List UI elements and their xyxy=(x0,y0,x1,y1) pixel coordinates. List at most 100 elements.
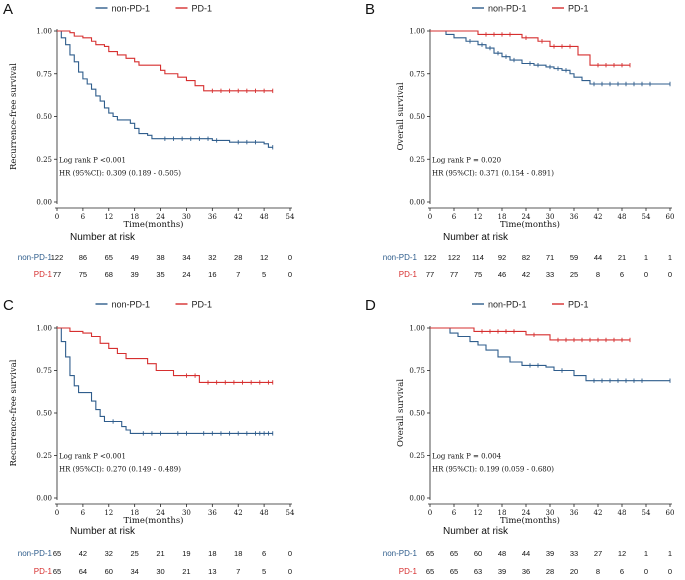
x-tick-label: 60 xyxy=(666,213,675,221)
survival-curve-non-pd-1 xyxy=(57,30,273,148)
risk-count: 39 xyxy=(130,270,138,279)
risk-count: 46 xyxy=(498,270,506,279)
risk-count: 65 xyxy=(450,567,458,576)
x-tick-label: 30 xyxy=(182,509,191,517)
risk-count: 60 xyxy=(105,567,113,576)
x-tick-label: 48 xyxy=(618,213,627,221)
x-tick-label: 42 xyxy=(594,213,603,221)
risk-count: 75 xyxy=(474,270,482,279)
y-tick-label: 0.00 xyxy=(36,199,52,207)
risk-count: 13 xyxy=(208,567,216,576)
risk-count: 0 xyxy=(668,270,672,279)
risk-count: 65 xyxy=(105,253,113,262)
risk-count: 65 xyxy=(53,549,61,558)
legend-label: PD-1 xyxy=(568,4,589,14)
risk-count: 44 xyxy=(522,549,530,558)
risk-count: 6 xyxy=(620,270,624,279)
x-tick-label: 36 xyxy=(570,509,579,517)
x-tick-label: 36 xyxy=(208,509,217,517)
km-plot-a: non-PD-1 PD-1 0.00 0.25 0.50 0.75 1.00 0 6 12 18 24… xyxy=(9,4,295,280)
risk-count: 36 xyxy=(522,567,530,576)
y-tick-label: 0.50 xyxy=(409,113,425,121)
risk-count: 0 xyxy=(668,567,672,576)
x-tick-label: 12 xyxy=(474,509,483,517)
risk-count: 21 xyxy=(156,549,164,558)
panel-d: D non-PD-1 PD-1 0.00 0.25 0.50 0.75 1.00 0 6 12 18… xyxy=(343,290,685,580)
x-tick-label: 48 xyxy=(260,213,269,221)
panel-letter: B xyxy=(365,1,376,18)
risk-count: 33 xyxy=(546,270,554,279)
x-tick-label: 18 xyxy=(130,509,139,517)
x-tick-label: 54 xyxy=(286,213,295,221)
risk-count: 32 xyxy=(208,253,216,262)
risk-count: 12 xyxy=(260,253,268,262)
x-tick-label: 6 xyxy=(452,509,457,517)
x-tick-label: 48 xyxy=(260,509,269,517)
risk-count: 48 xyxy=(498,549,506,558)
risk-table-title: Number at risk xyxy=(70,232,136,243)
y-tick-label: 0.25 xyxy=(36,452,52,460)
y-tick-label: 0.50 xyxy=(36,113,52,121)
risk-count: 65 xyxy=(426,549,434,558)
x-tick-label: 12 xyxy=(104,213,113,221)
risk-count: 49 xyxy=(130,253,138,262)
legend-label: non-PD-1 xyxy=(488,300,527,310)
survival-curve-pd-1 xyxy=(430,30,630,66)
panel-a: A non-PD-1 PD-1 0.00 0.25 0.50 0.75 1.00 0 6 12 18… xyxy=(0,0,342,290)
x-tick-label: 0 xyxy=(55,509,59,517)
risk-count: 34 xyxy=(130,567,138,576)
y-tick-label: 0.25 xyxy=(409,156,425,164)
risk-count: 32 xyxy=(105,549,113,558)
x-tick-label: 0 xyxy=(55,213,59,221)
risk-count: 0 xyxy=(644,567,648,576)
km-plot-b: non-PD-1 PD-10.000.250.500.751.000 6 12 18 24… xyxy=(383,4,675,280)
risk-count: 18 xyxy=(208,549,216,558)
y-tick-label: 0.75 xyxy=(36,70,52,78)
panel-c: C non-PD-1 PD-1 0.00 0.25 0.50 0.75 1.00 0 6 12 18… xyxy=(0,290,342,580)
risk-count: 28 xyxy=(234,253,242,262)
x-axis-label: Time(months) xyxy=(123,219,183,230)
y-axis-label: Overall survival xyxy=(396,379,406,447)
x-tick-label: 30 xyxy=(546,213,555,221)
x-axis-label: Time(months) xyxy=(500,515,560,526)
risk-count: 39 xyxy=(546,549,554,558)
risk-count: 18 xyxy=(234,549,242,558)
risk-count: 0 xyxy=(288,549,292,558)
risk-count: 6 xyxy=(620,567,624,576)
x-tick-label: 30 xyxy=(182,213,191,221)
panel-letter: C xyxy=(3,297,14,314)
legend-label: non-PD-1 xyxy=(112,300,151,310)
x-tick-label: 54 xyxy=(642,509,651,517)
risk-count: 71 xyxy=(546,253,554,262)
risk-count: 8 xyxy=(596,270,600,279)
logrank-annotation: Log rank P <0.001 xyxy=(59,156,126,164)
y-tick-label: 1.00 xyxy=(409,28,425,36)
risk-count: 122 xyxy=(51,253,64,262)
risk-count: 25 xyxy=(570,270,578,279)
x-tick-label: 24 xyxy=(522,213,531,221)
risk-count: 20 xyxy=(570,567,578,576)
x-tick-label: 12 xyxy=(474,213,483,221)
risk-count: 8 xyxy=(596,567,600,576)
x-tick-label: 0 xyxy=(428,213,432,221)
hr-annotation: HR (95%CI): 0.199 (0.059 - 0.680) xyxy=(432,466,554,474)
x-tick-label: 12 xyxy=(104,509,113,517)
logrank-annotation: Log rank P <0.001 xyxy=(59,453,126,461)
risk-group-label: PD-1 xyxy=(399,567,418,576)
x-tick-label: 42 xyxy=(234,509,243,517)
risk-group-label: non-PD-1 xyxy=(383,253,418,262)
x-tick-label: 18 xyxy=(498,213,507,221)
risk-count: 34 xyxy=(182,253,190,262)
risk-group-label: PD-1 xyxy=(34,270,53,279)
y-axis-label: Recurrence-free survival xyxy=(9,359,19,466)
legend-label: PD-1 xyxy=(568,300,589,310)
risk-count: 19 xyxy=(182,549,190,558)
risk-count: 42 xyxy=(522,270,530,279)
risk-count: 44 xyxy=(594,253,602,262)
panel-b: B non-PD-1 PD-1 0.00 0.25 0.50 0.75 1.00 0 6 12 18… xyxy=(343,0,685,290)
x-tick-label: 60 xyxy=(666,509,675,517)
legend-label: non-PD-1 xyxy=(112,4,151,14)
y-tick-label: 0.75 xyxy=(409,367,425,375)
x-tick-label: 54 xyxy=(286,509,295,517)
risk-group-label: PD-1 xyxy=(34,567,53,576)
